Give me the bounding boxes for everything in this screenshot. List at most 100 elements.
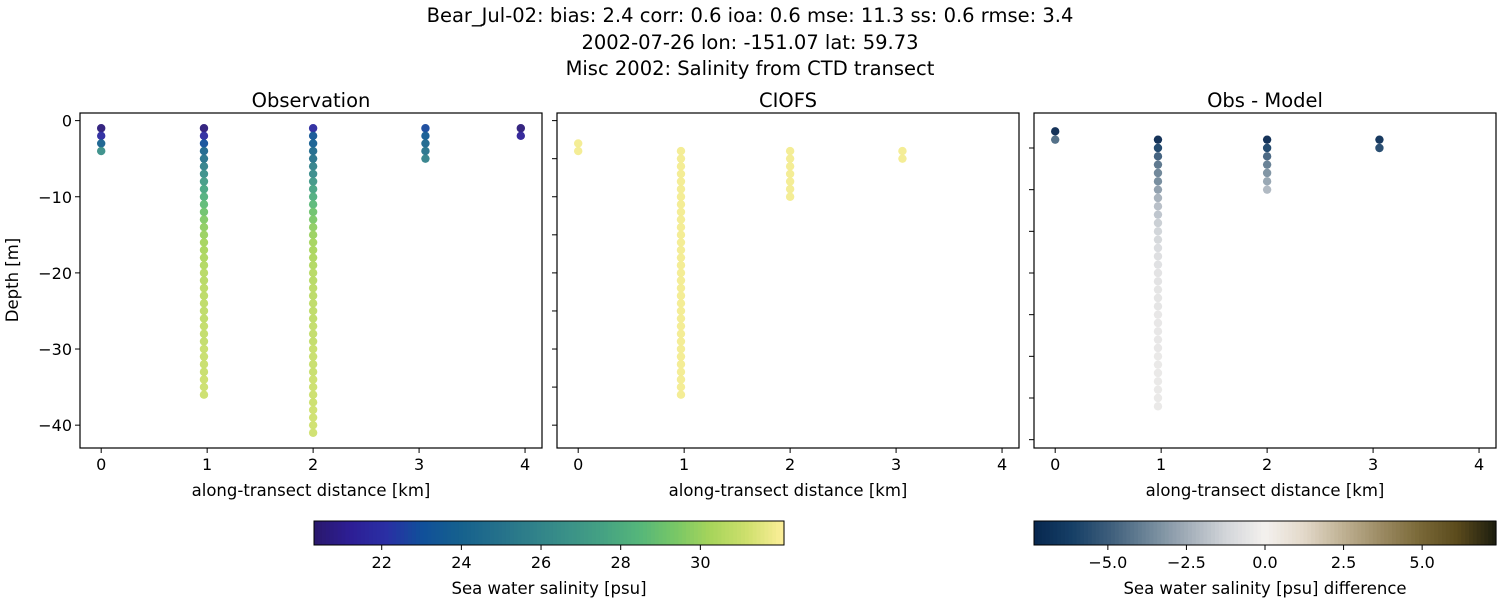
colorbar-segment bbox=[1476, 521, 1482, 545]
y-tick-label: −20 bbox=[38, 264, 72, 283]
data-point bbox=[308, 207, 318, 217]
data-point bbox=[421, 146, 430, 156]
colorbar-segment bbox=[1315, 521, 1320, 545]
colorbar-segment bbox=[1480, 521, 1486, 545]
data-point bbox=[96, 131, 106, 141]
colorbar-segment bbox=[1188, 521, 1193, 545]
data-point bbox=[1153, 293, 1163, 303]
colorbar-tick-label: 0.0 bbox=[1252, 553, 1277, 572]
colorbar-segment bbox=[502, 521, 507, 545]
colorbar-segment bbox=[1380, 521, 1385, 545]
data-point bbox=[785, 169, 795, 179]
data-point bbox=[199, 192, 209, 201]
colorbar-segment bbox=[1161, 521, 1166, 545]
data-point bbox=[308, 283, 318, 293]
colorbar-segment bbox=[1180, 521, 1185, 545]
data-point bbox=[1153, 227, 1163, 236]
colorbar-segment bbox=[744, 521, 750, 545]
data-point bbox=[1153, 335, 1163, 344]
colorbar-segment bbox=[701, 521, 707, 545]
data-point bbox=[199, 215, 209, 224]
data-point bbox=[308, 253, 318, 262]
colorbar-segment bbox=[1365, 521, 1370, 545]
data-point bbox=[199, 162, 209, 171]
colorbar-segment bbox=[517, 521, 523, 545]
colorbar-segment bbox=[1199, 521, 1204, 545]
colorbar-segment bbox=[1203, 521, 1208, 545]
data-point bbox=[308, 215, 318, 224]
x-tick-label: 2 bbox=[308, 455, 318, 474]
data-point bbox=[308, 177, 318, 186]
panel-title-ciofs: CIOFS bbox=[759, 89, 817, 112]
colorbar-tick-label: 24 bbox=[451, 553, 471, 572]
colorbar-segment bbox=[1469, 521, 1474, 545]
colorbar-segment bbox=[490, 521, 495, 545]
data-point bbox=[676, 329, 686, 338]
data-point bbox=[199, 299, 209, 308]
colorbar-segment bbox=[686, 521, 691, 545]
colorbar-segment bbox=[455, 521, 460, 545]
colorbar-segment bbox=[513, 521, 519, 545]
colorbar-segment bbox=[780, 521, 785, 545]
data-point bbox=[676, 200, 686, 209]
colorbar-segment bbox=[345, 521, 350, 545]
colorbar-segment bbox=[1072, 521, 1077, 545]
colorbar-segment bbox=[615, 521, 621, 545]
data-point bbox=[785, 184, 795, 194]
colorbar-segment bbox=[1419, 521, 1424, 545]
colorbar-segment bbox=[529, 521, 534, 545]
colorbar-segment bbox=[1434, 521, 1439, 545]
colorbar-segment bbox=[1218, 521, 1224, 545]
data-point bbox=[199, 223, 209, 232]
data-point bbox=[308, 238, 318, 247]
data-point bbox=[199, 367, 209, 377]
colorbar-segment bbox=[631, 521, 636, 545]
colorbar-segment bbox=[607, 521, 613, 545]
data-point bbox=[1153, 152, 1163, 161]
data-point bbox=[199, 131, 209, 141]
colorbar-segment bbox=[764, 521, 769, 545]
colorbar-segment bbox=[1311, 521, 1316, 545]
data-point bbox=[1153, 360, 1163, 369]
colorbar-segment bbox=[1230, 521, 1235, 545]
data-point bbox=[308, 428, 318, 437]
colorbar-segment bbox=[1430, 521, 1435, 545]
colorbar-segment bbox=[1276, 521, 1281, 545]
data-point bbox=[1153, 368, 1163, 378]
data-point bbox=[1153, 327, 1163, 336]
colorbar-segment bbox=[1411, 521, 1416, 545]
colorbar-segment bbox=[494, 521, 499, 545]
data-point bbox=[199, 291, 209, 300]
data-point bbox=[308, 299, 318, 308]
data-point bbox=[308, 124, 318, 133]
colorbar-segment bbox=[1342, 521, 1347, 545]
colorbar-segment bbox=[690, 521, 695, 545]
figure-title-line-3: Misc 2002: Salinity from CTD transect bbox=[566, 57, 935, 80]
data-point bbox=[308, 337, 318, 346]
data-point bbox=[308, 306, 318, 316]
colorbar-segment bbox=[509, 521, 515, 545]
colorbar-segment bbox=[1257, 521, 1262, 545]
data-point bbox=[1153, 168, 1163, 178]
data-point bbox=[199, 337, 209, 346]
colorbar-segment bbox=[439, 521, 444, 545]
data-point bbox=[676, 382, 686, 392]
colorbar-segment bbox=[1114, 521, 1120, 545]
colorbar-segment bbox=[1299, 521, 1305, 545]
data-point bbox=[308, 276, 318, 285]
x-tick-label: 4 bbox=[1474, 455, 1484, 474]
data-point bbox=[1153, 302, 1163, 311]
colorbar-segment bbox=[1107, 521, 1112, 545]
colorbar-segment bbox=[525, 521, 531, 545]
x-tick-label: 1 bbox=[679, 455, 689, 474]
data-point bbox=[1153, 343, 1163, 353]
data-point bbox=[573, 146, 583, 156]
colorbar-segment bbox=[1372, 521, 1378, 545]
data-point bbox=[676, 337, 686, 346]
x-tick-label: 4 bbox=[997, 455, 1007, 474]
data-point bbox=[1262, 160, 1272, 169]
data-point bbox=[676, 321, 686, 331]
colorbar-segment bbox=[552, 521, 558, 545]
colorbar-segment bbox=[1392, 521, 1397, 545]
data-point bbox=[199, 261, 209, 270]
